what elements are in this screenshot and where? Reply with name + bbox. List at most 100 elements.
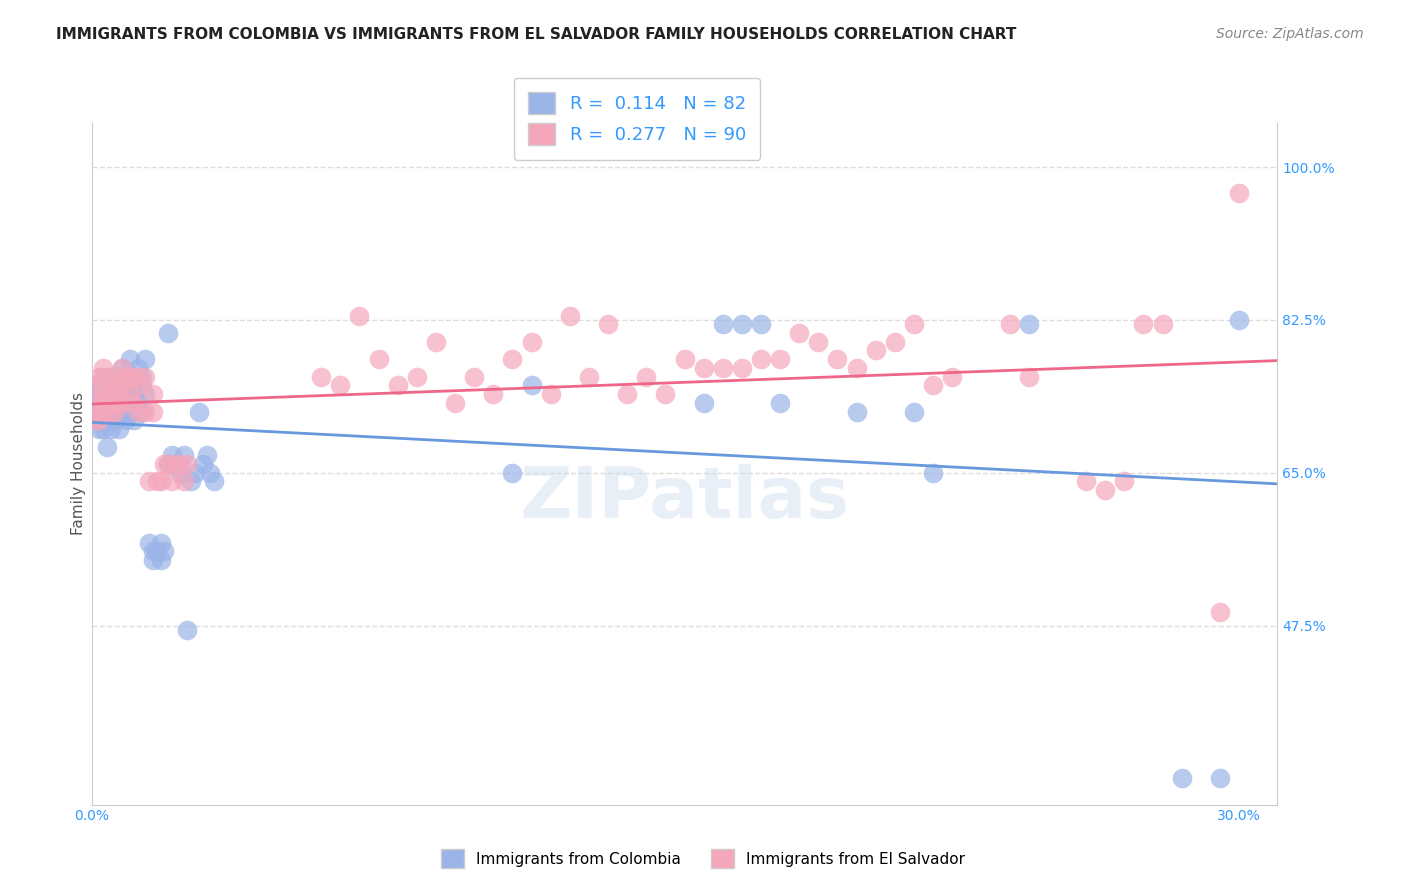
Point: [1114, 475, 1136, 489]
Point: [89, 413, 111, 427]
Point: [425, 334, 447, 349]
Point: [157, 457, 180, 471]
Point: [104, 404, 127, 418]
Point: [96, 404, 118, 418]
Point: [149, 475, 172, 489]
Point: [100, 404, 122, 418]
Point: [1074, 475, 1097, 489]
Point: [1170, 772, 1192, 786]
Point: [127, 396, 149, 410]
Point: [104, 378, 127, 392]
Point: [1209, 606, 1232, 620]
Point: [96, 396, 118, 410]
Point: [769, 352, 792, 367]
Point: [96, 440, 118, 454]
Point: [134, 369, 156, 384]
Point: [1018, 318, 1040, 332]
Point: [903, 318, 925, 332]
Point: [134, 404, 156, 418]
Point: [187, 404, 209, 418]
Point: [96, 387, 118, 401]
Point: [578, 369, 600, 384]
Point: [89, 378, 111, 392]
Point: [91, 360, 114, 375]
Point: [202, 475, 225, 489]
Point: [89, 404, 111, 418]
Point: [349, 309, 371, 323]
Point: [107, 369, 129, 384]
Point: [100, 387, 122, 401]
Point: [807, 334, 830, 349]
Point: [138, 475, 160, 489]
Point: [131, 369, 153, 384]
Point: [827, 352, 849, 367]
Point: [616, 387, 638, 401]
Point: [84, 387, 107, 401]
Point: [195, 448, 218, 462]
Point: [91, 396, 114, 410]
Point: [169, 457, 191, 471]
Point: [146, 475, 169, 489]
Point: [118, 352, 141, 367]
Point: [104, 396, 127, 410]
Point: [142, 387, 165, 401]
Point: [596, 318, 619, 332]
Point: [501, 466, 523, 480]
Point: [1152, 318, 1174, 332]
Point: [122, 413, 145, 427]
Point: [731, 360, 754, 375]
Point: [122, 369, 145, 384]
Point: [122, 387, 145, 401]
Point: [160, 448, 183, 462]
Text: ZIPatlas: ZIPatlas: [519, 464, 849, 533]
Point: [731, 318, 754, 332]
Point: [1227, 186, 1250, 201]
Point: [111, 378, 134, 392]
Point: [149, 535, 172, 549]
Point: [200, 466, 222, 480]
Point: [134, 352, 156, 367]
Point: [169, 466, 191, 480]
Point: [180, 475, 202, 489]
Point: [84, 413, 107, 427]
Point: [118, 369, 141, 384]
Point: [107, 387, 129, 401]
Point: [84, 378, 107, 392]
Point: [134, 387, 156, 401]
Point: [153, 457, 176, 471]
Point: [692, 396, 714, 410]
Point: [165, 457, 187, 471]
Point: [367, 352, 389, 367]
Point: [501, 352, 523, 367]
Point: [122, 369, 145, 384]
Point: [184, 466, 207, 480]
Point: [107, 369, 129, 384]
Point: [104, 378, 127, 392]
Point: [157, 457, 180, 471]
Point: [91, 422, 114, 436]
Point: [104, 413, 127, 427]
Point: [104, 396, 127, 410]
Point: [749, 318, 772, 332]
Point: [107, 422, 129, 436]
Point: [80, 404, 103, 418]
Point: [138, 535, 160, 549]
Point: [131, 378, 153, 392]
Point: [309, 369, 332, 384]
Legend: Immigrants from Colombia, Immigrants from El Salvador: Immigrants from Colombia, Immigrants fro…: [433, 841, 973, 875]
Point: [845, 404, 868, 418]
Point: [165, 457, 187, 471]
Point: [100, 422, 122, 436]
Point: [191, 457, 214, 471]
Point: [865, 343, 887, 358]
Point: [122, 396, 145, 410]
Point: [118, 378, 141, 392]
Point: [89, 413, 111, 427]
Point: [922, 378, 945, 392]
Point: [104, 404, 127, 418]
Point: [482, 387, 505, 401]
Point: [520, 334, 543, 349]
Point: [100, 396, 122, 410]
Point: [1209, 772, 1232, 786]
Point: [157, 326, 180, 340]
